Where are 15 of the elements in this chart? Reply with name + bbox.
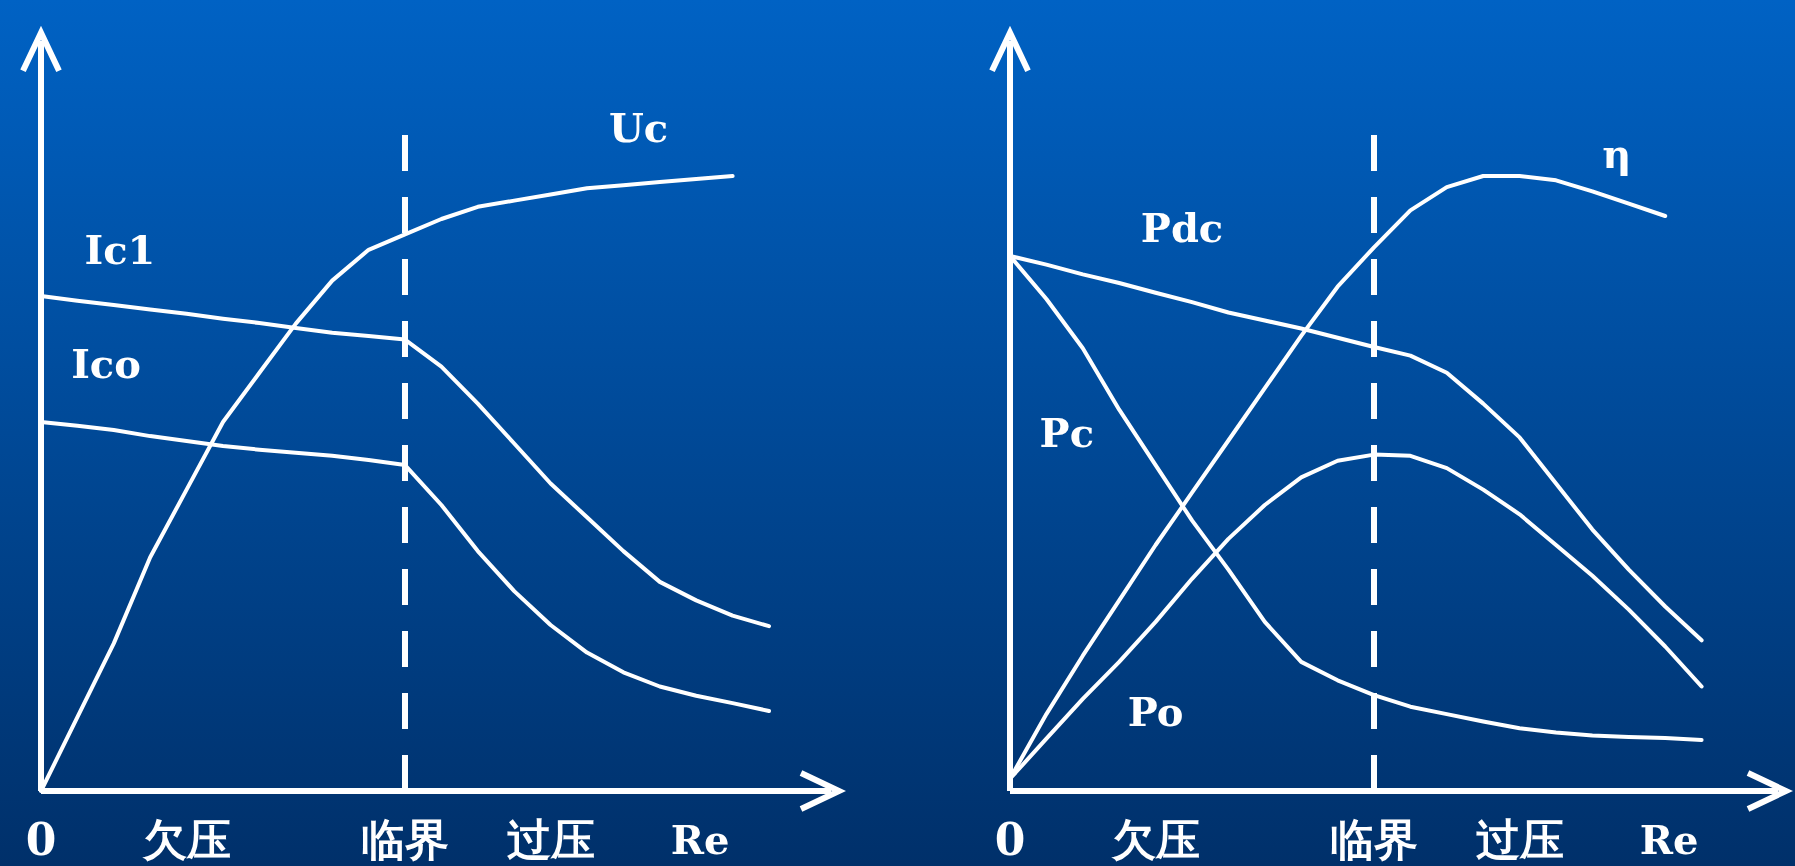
series-label: Po [1127, 688, 1184, 736]
series-label: Pdc [1140, 203, 1224, 251]
x-tick-label: 0 [994, 813, 1026, 865]
series-label: Ic1 [84, 226, 156, 274]
series-label: η [1602, 130, 1632, 178]
x-tick-label: 过压 [1475, 813, 1564, 865]
series-label: Ico [71, 339, 141, 387]
series-label: Uc [608, 103, 669, 151]
x-tick-label: 过压 [506, 813, 595, 865]
x-tick-label: 临界 [1330, 813, 1418, 865]
x-tick-label: 欠压 [141, 813, 231, 865]
x-tick-label: 0 [25, 813, 57, 865]
x-tick-label: 欠压 [1110, 813, 1200, 865]
series-label: Pc [1039, 408, 1095, 456]
x-tick-label: 临界 [361, 813, 449, 865]
